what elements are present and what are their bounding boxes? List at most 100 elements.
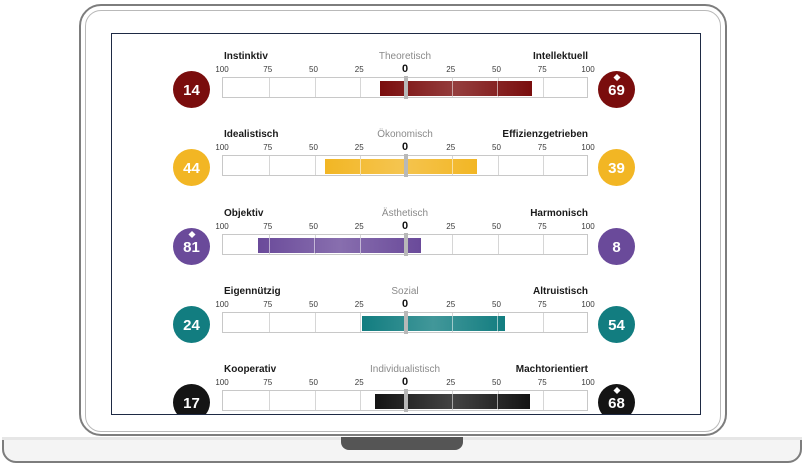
grid-line bbox=[543, 391, 545, 410]
score-bar bbox=[380, 81, 533, 96]
left-score-value: 81 bbox=[183, 239, 200, 256]
profile-row: Instinktiv Theoretisch Intellektuell 100 75 5… bbox=[112, 51, 700, 121]
right-score-value: 8 bbox=[612, 239, 621, 256]
grid-line bbox=[360, 391, 362, 410]
highlight-diamond-icon bbox=[187, 230, 196, 239]
scale-tick-label: 50 bbox=[309, 300, 318, 309]
right-score-value: 68 bbox=[608, 395, 625, 412]
bar-segment-divider bbox=[451, 394, 453, 409]
right-score-badge: 8 bbox=[598, 228, 635, 265]
scale-track bbox=[222, 311, 588, 334]
score-bar bbox=[257, 238, 421, 253]
scale-tick-label: 75 bbox=[537, 222, 547, 231]
grid-line bbox=[314, 78, 316, 97]
dimension-label: Sozial bbox=[391, 286, 419, 297]
scale-tick-label: 25 bbox=[446, 65, 456, 74]
right-pole-label: Harmonisch bbox=[530, 208, 588, 219]
bar-segment-divider bbox=[451, 159, 453, 174]
grid-line bbox=[268, 391, 270, 410]
right-score-value: 54 bbox=[608, 317, 625, 334]
bar-segment-divider bbox=[268, 238, 270, 253]
scale-track bbox=[222, 154, 588, 177]
left-pole-label: Instinktiv bbox=[224, 51, 268, 62]
left-score-badge: 14 bbox=[173, 71, 210, 108]
center-marker bbox=[404, 233, 408, 256]
scale-track bbox=[222, 233, 588, 256]
scale-tick-label: 0 bbox=[401, 220, 409, 232]
scale-tick-label: 25 bbox=[354, 143, 364, 152]
right-score-value: 39 bbox=[608, 160, 625, 177]
scale-tick-label: 100 bbox=[581, 65, 595, 74]
left-pole-label: Objektiv bbox=[224, 208, 264, 219]
scale-tick-label: 75 bbox=[537, 300, 547, 309]
right-score-badge: 54 bbox=[598, 306, 635, 343]
scale-tick-label: 75 bbox=[263, 300, 273, 309]
left-pole-label: Kooperativ bbox=[224, 364, 277, 375]
scale-tick-label: 25 bbox=[446, 378, 456, 387]
left-pole-label: Idealistisch bbox=[224, 129, 279, 140]
profile-row: Eigennützig Sozial Altruistisch 100 75 50 25 0 2… bbox=[112, 286, 700, 356]
left-score-badge: 81 bbox=[173, 228, 210, 265]
grid-line bbox=[497, 156, 499, 175]
bar-segment-divider bbox=[451, 316, 453, 331]
right-score-value: 69 bbox=[608, 82, 625, 99]
score-bar bbox=[374, 394, 531, 409]
right-pole-label: Machtorientiert bbox=[515, 364, 588, 375]
scale-tick-label: 75 bbox=[263, 65, 273, 74]
left-score-value: 17 bbox=[183, 395, 200, 412]
grid-line bbox=[543, 156, 545, 175]
grid-line bbox=[543, 313, 545, 332]
scale-tick-label: 100 bbox=[581, 143, 595, 152]
dimension-label: Ästhetisch bbox=[381, 208, 429, 219]
bar-segment-divider bbox=[497, 81, 499, 96]
scale-tick-label: 0 bbox=[401, 63, 409, 75]
scale-tick-label: 75 bbox=[537, 143, 547, 152]
grid-line bbox=[451, 235, 453, 254]
grid-line bbox=[314, 391, 316, 410]
laptop-screen: Instinktiv Theoretisch Intellektuell 100 75 5… bbox=[111, 33, 701, 415]
center-marker bbox=[404, 76, 408, 99]
grid-line bbox=[314, 156, 316, 175]
grid-line bbox=[543, 78, 545, 97]
dimension-label: Individualistisch bbox=[369, 364, 441, 375]
scale-tick-label: 50 bbox=[309, 143, 318, 152]
scale-tick-label: 25 bbox=[354, 222, 364, 231]
profile-row: Objektiv Ästhetisch Harmonisch 100 75 50 25 0 25… bbox=[112, 208, 700, 278]
scale-tick-label: 50 bbox=[309, 222, 318, 231]
scale-tick-label: 100 bbox=[215, 378, 229, 387]
scale-tick-label: 100 bbox=[215, 65, 229, 74]
center-marker bbox=[404, 154, 408, 177]
scale-tick-label: 75 bbox=[263, 378, 273, 387]
scale-tick-label: 50 bbox=[492, 65, 501, 74]
scale-tick-label: 75 bbox=[263, 222, 273, 231]
left-score-badge: 44 bbox=[173, 149, 210, 186]
scale-tick-label: 100 bbox=[581, 222, 595, 231]
scale-track bbox=[222, 389, 588, 412]
scale-tick-label: 75 bbox=[263, 143, 273, 152]
bar-segment-divider bbox=[451, 81, 453, 96]
grid-line bbox=[314, 313, 316, 332]
grid-line bbox=[268, 78, 270, 97]
scale-tick-label: 25 bbox=[446, 222, 456, 231]
bar-segment-divider bbox=[360, 159, 362, 174]
scale-tick-label: 50 bbox=[492, 300, 501, 309]
scale-tick-label: 100 bbox=[215, 222, 229, 231]
scale-tick-label: 0 bbox=[401, 141, 409, 153]
bar-segment-divider bbox=[314, 238, 316, 253]
right-score-badge: 68 bbox=[598, 384, 635, 414]
left-score-value: 14 bbox=[183, 82, 200, 99]
grid-line bbox=[497, 235, 499, 254]
right-pole-label: Altruistisch bbox=[532, 286, 588, 297]
scale-tick-label: 50 bbox=[492, 378, 501, 387]
grid-line bbox=[543, 235, 545, 254]
highlight-diamond-icon bbox=[612, 386, 621, 395]
left-score-badge: 24 bbox=[173, 306, 210, 343]
right-score-badge: 39 bbox=[598, 149, 635, 186]
laptop-notch bbox=[341, 437, 463, 450]
scale-tick-label: 25 bbox=[354, 300, 364, 309]
scale-tick-label: 25 bbox=[446, 143, 456, 152]
profile-row: Idealistisch Ökonomisch Effizienzgetrieben… bbox=[112, 129, 700, 199]
score-bar bbox=[362, 316, 505, 331]
dimension-label: Ökonomisch bbox=[377, 129, 433, 140]
scale-tick-label: 100 bbox=[581, 300, 595, 309]
